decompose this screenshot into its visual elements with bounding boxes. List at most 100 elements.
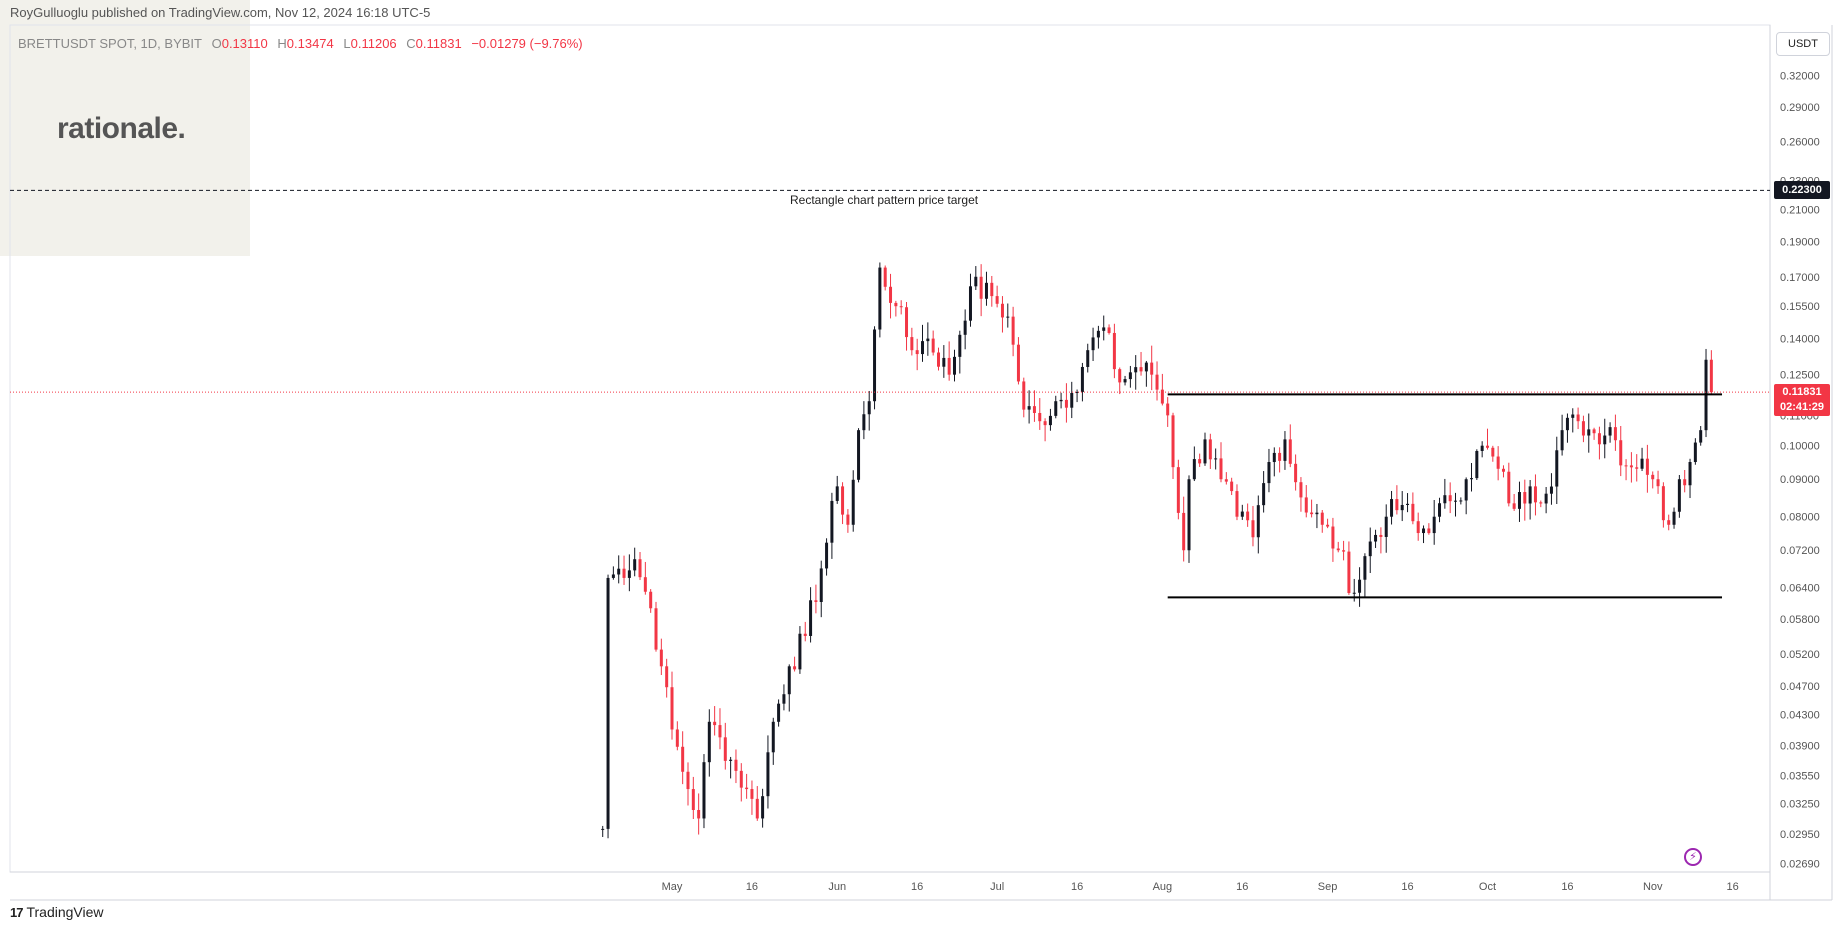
candle-body [723, 737, 727, 761]
candle-body [910, 337, 914, 351]
candle-body [1651, 474, 1655, 480]
publish-date: Nov 12, 2024 16:18 UTC-5 [275, 5, 431, 20]
candle-body [1027, 406, 1031, 410]
candle-body [1507, 471, 1511, 504]
candle-body [1022, 381, 1026, 410]
candle-body [942, 357, 946, 367]
author-name[interactable]: RoyGulluoglu [10, 5, 89, 20]
candle-body [1661, 486, 1665, 521]
candle-body [787, 666, 791, 695]
time-tick-label: May [662, 881, 683, 893]
candle-body [1677, 479, 1681, 512]
candle-body [873, 329, 877, 402]
candle-body [1304, 497, 1308, 513]
candle-body [638, 559, 642, 578]
candle-body [1283, 439, 1287, 461]
candle-body [1171, 415, 1175, 468]
candle-body [1544, 493, 1548, 504]
symbol-name[interactable]: BRETTUSDT SPOT, 1D, BYBIT [18, 36, 202, 51]
candle-body [1459, 500, 1463, 502]
candle-body [1667, 520, 1671, 525]
candle-body [1059, 399, 1063, 402]
candle-body [878, 267, 882, 330]
candle-body [750, 789, 754, 799]
lightning-icon[interactable]: ⚡ [1684, 848, 1702, 866]
candle-body [1336, 548, 1340, 551]
candle-body [1528, 486, 1532, 504]
bar-countdown: 02:41:29 [1779, 401, 1825, 414]
price-tick-label: 0.19000 [1780, 236, 1820, 248]
candle-body [1448, 495, 1452, 502]
candle-body [1496, 456, 1500, 469]
candle-body [1422, 528, 1426, 534]
candle-body [601, 828, 605, 830]
publish-info: RoyGulluoglu published on TradingView.co… [10, 5, 430, 20]
candle-body [707, 721, 711, 763]
candle-body [889, 286, 893, 303]
candle-body [1102, 327, 1106, 331]
candle-body [963, 320, 967, 335]
candle-body [1581, 421, 1585, 436]
watermark-logo-box: rationale. [0, 0, 250, 256]
candle-body [675, 729, 679, 747]
candle-body [952, 356, 956, 375]
candle-body [1480, 445, 1484, 451]
candle-body [1075, 391, 1079, 394]
candle-body [1379, 534, 1383, 537]
candle-body [793, 666, 797, 670]
candle-body [1080, 366, 1084, 392]
candle-body [819, 568, 823, 603]
candle-body [1587, 429, 1591, 436]
candle-body [1203, 439, 1207, 464]
footer-brand[interactable]: 17 TradingView [10, 904, 104, 920]
change-value: −0.01279 (−9.76%) [471, 36, 583, 51]
candle-body [1032, 406, 1036, 413]
candle-body [670, 687, 674, 730]
time-tick-label: 16 [1401, 881, 1413, 893]
candle-body [915, 350, 919, 355]
candle-body [1251, 520, 1255, 538]
candle-body [1294, 463, 1298, 483]
candle-body [766, 752, 770, 797]
candle-body [857, 430, 861, 480]
candle-body [1347, 551, 1351, 594]
candle-body [1555, 450, 1559, 487]
candle-body [1214, 458, 1218, 460]
price-axis[interactable]: 0.320000.290000.260000.230000.210000.190… [1780, 70, 1820, 870]
price-tick-label: 0.08000 [1780, 512, 1820, 524]
candle-body [1688, 462, 1692, 486]
price-tick-label: 0.09000 [1780, 474, 1820, 486]
last-price-tag: 0.11831 02:41:29 [1774, 384, 1830, 417]
candle-body [622, 568, 626, 578]
price-tick-label: 0.10000 [1780, 441, 1820, 453]
candle-body [697, 809, 701, 819]
candle-body [739, 770, 743, 788]
candle-body [867, 401, 871, 415]
candle-body [659, 649, 663, 667]
time-axis[interactable]: May 16 Jun 16 Jul 16 Aug 16 Sep 16 Oct 16 Nov 16 [662, 881, 1739, 893]
candle-body [734, 759, 738, 771]
candle-body [1619, 440, 1623, 466]
rectangle-pattern-group [10, 189, 1770, 599]
candle-body [1603, 435, 1607, 445]
candle-body [1278, 452, 1282, 461]
candle-body [1411, 503, 1415, 522]
candle-body [841, 486, 845, 515]
candle-body [1613, 427, 1617, 441]
candle-body [1571, 414, 1575, 418]
candle-body [1128, 372, 1132, 380]
price-tick-label: 0.06400 [1780, 583, 1820, 595]
candle-body [1192, 459, 1196, 480]
candle-body [1438, 503, 1442, 517]
candle-body [1629, 465, 1633, 468]
candle-body [905, 307, 909, 338]
price-tick-label: 0.21000 [1780, 205, 1820, 217]
candle-body [1358, 579, 1362, 593]
candle-body [1144, 362, 1148, 372]
low-label: L [343, 36, 351, 51]
candle-body [1427, 528, 1431, 534]
candle-body [782, 694, 786, 704]
currency-button[interactable]: USDT [1776, 32, 1830, 56]
candle-body [643, 577, 647, 592]
